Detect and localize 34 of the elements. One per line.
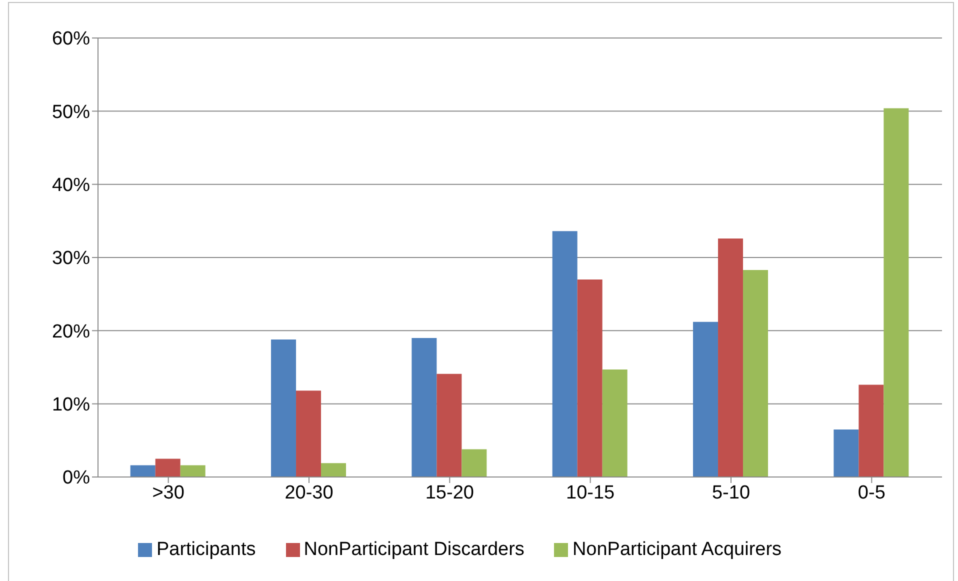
y-tick-label: 30% (52, 248, 90, 270)
x-tick-label: 15-20 (425, 482, 474, 504)
legend-label: Participants (156, 539, 256, 560)
bar (834, 429, 859, 477)
x-tick-label: 10-15 (566, 482, 615, 504)
bar (412, 338, 437, 477)
bar (130, 465, 156, 477)
bar (884, 108, 909, 477)
bar (155, 458, 180, 477)
bar (743, 270, 768, 477)
bar (602, 369, 628, 477)
legend-label: NonParticipant Acquirers (572, 539, 782, 560)
y-tick-label: 40% (52, 175, 90, 196)
bar (858, 384, 884, 477)
bar (577, 279, 602, 477)
x-tick-label: 0-5 (858, 482, 886, 504)
bar (180, 465, 206, 477)
bar (296, 390, 322, 477)
legend-label: NonParticipant Discarders (304, 539, 524, 560)
bar (436, 374, 462, 477)
y-tick-label: 20% (52, 321, 90, 342)
x-tick-label: 5-10 (712, 482, 750, 504)
bar (693, 322, 718, 477)
bar (462, 449, 487, 477)
y-tick-label: 60% (52, 28, 90, 50)
bar (718, 238, 744, 477)
bar (321, 463, 346, 477)
y-tick-label: 0% (62, 468, 90, 489)
bar (552, 231, 578, 477)
x-tick-label: >30 (152, 482, 184, 504)
y-tick-label: 50% (52, 102, 90, 123)
x-tick-label: 20-30 (284, 482, 334, 504)
bar (271, 339, 296, 477)
y-tick-label: 10% (52, 394, 90, 416)
